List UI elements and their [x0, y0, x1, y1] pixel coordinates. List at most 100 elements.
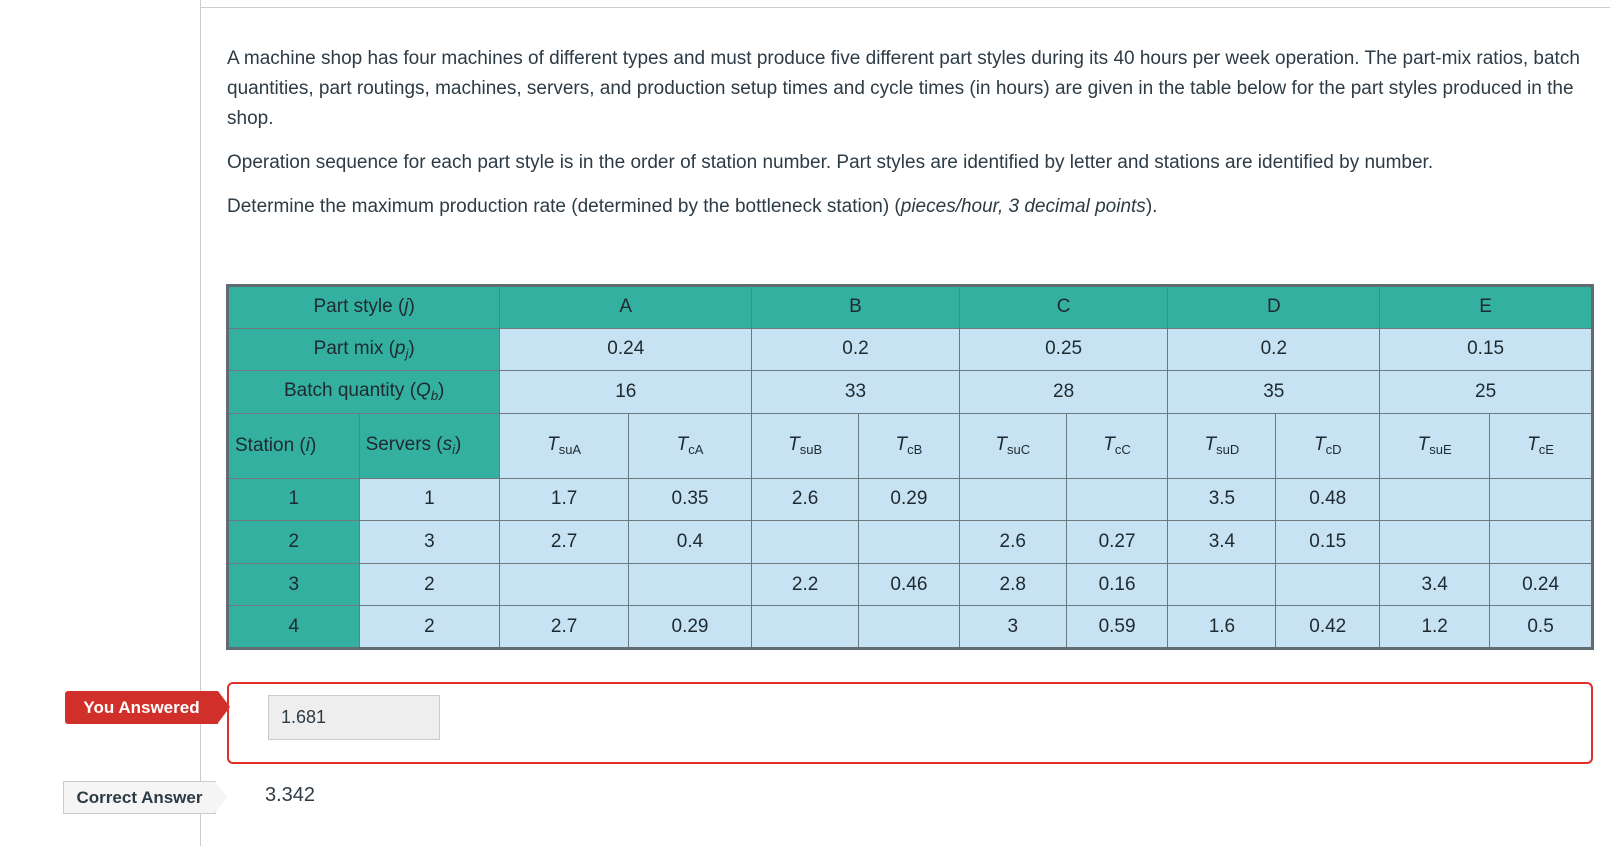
batch-qty-c: 28 — [958, 370, 1169, 414]
correct-answer-value: 3.342 — [265, 784, 316, 806]
server-count: 1 — [358, 477, 501, 522]
question-paragraph-3-tail: ). — [1145, 196, 1158, 217]
col-head-tcd: TcD — [1275, 412, 1381, 479]
question-paragraph-2: Operation sequence for each part style i… — [227, 152, 1434, 173]
part-style-row: Part style (j) A B C D E — [226, 285, 1593, 329]
table-cell: 0.48 — [1275, 477, 1381, 522]
table-cell: 2.7 — [499, 520, 629, 564]
table-cell: 0.16 — [1065, 562, 1169, 607]
table-cell: 0.24 — [1489, 562, 1593, 607]
production-data-table: Part style (j) A B C D E Part mix (pj) 0… — [226, 284, 1594, 650]
batch-qty-b: 33 — [751, 370, 960, 414]
table-cell — [1065, 477, 1169, 522]
station-number: 2 — [227, 520, 360, 564]
correct-answer-label: Correct Answer — [76, 787, 203, 807]
col-head-tsua: TsuA — [499, 412, 629, 479]
table-cell: 0.29 — [858, 477, 960, 522]
table-cell: 2.6 — [958, 520, 1067, 564]
table-cell: 3.4 — [1379, 562, 1491, 607]
table-cell — [1379, 520, 1491, 564]
server-count: 3 — [358, 520, 501, 564]
you-answered-tag: You Answered — [65, 691, 230, 724]
col-head-tsud: TsuD — [1167, 412, 1277, 479]
table-cell: 0.4 — [627, 520, 753, 564]
table-cell — [627, 562, 753, 607]
part-style-label: Part style (j) — [226, 285, 501, 329]
table-cell: 0.15 — [1275, 520, 1381, 564]
style-b-header: B — [751, 285, 960, 329]
question-paragraph-1: A machine shop has four machines of diff… — [227, 48, 1580, 129]
col-head-tcc: TcC — [1065, 412, 1169, 479]
answer-box-incorrect: 1.681 — [227, 682, 1593, 764]
col-head-tsuc: TsuC — [958, 412, 1067, 479]
batch-quantity-label: Batch quantity (Qb) — [226, 370, 501, 414]
table-cell: 0.46 — [858, 562, 960, 607]
batch-qty-d: 35 — [1167, 370, 1381, 414]
table-cell: 2.6 — [751, 477, 860, 522]
table-cell: 0.27 — [1065, 520, 1169, 564]
col-head-tsub: TsuB — [751, 412, 860, 479]
station-number: 4 — [227, 605, 360, 649]
part-mix-d: 0.2 — [1167, 327, 1381, 372]
servers-header: Servers (si) — [358, 412, 501, 479]
part-mix-e: 0.15 — [1379, 327, 1593, 372]
table-cell: 1.2 — [1379, 605, 1491, 649]
style-d-header: D — [1167, 285, 1381, 329]
station-number: 3 — [227, 562, 360, 607]
table-row: 3 2 2.2 0.46 2.8 0.16 3.4 0.24 — [227, 562, 1593, 607]
batch-qty-a: 16 — [499, 370, 753, 414]
style-c-header: C — [958, 285, 1169, 329]
server-count: 2 — [358, 605, 501, 649]
answer-input[interactable]: 1.681 — [268, 695, 440, 740]
part-mix-row: Part mix (pj) 0.24 0.2 0.25 0.2 0.15 — [226, 327, 1593, 372]
table-cell — [499, 562, 629, 607]
question-text: A machine shop has four machines of diff… — [227, 44, 1597, 236]
part-mix-label: Part mix (pj) — [226, 327, 501, 372]
left-divider — [200, 0, 201, 846]
table-row: 4 2 2.7 0.29 3 0.59 1.6 0.42 1.2 0.5 — [227, 605, 1593, 649]
batch-qty-e: 25 — [1379, 370, 1593, 414]
table-cell: 0.29 — [627, 605, 753, 649]
table-cell: 2.7 — [499, 605, 629, 649]
table-cell — [751, 605, 860, 649]
part-mix-b: 0.2 — [751, 327, 960, 372]
table-cell: 2.2 — [751, 562, 860, 607]
table-cell: 2.8 — [958, 562, 1067, 607]
table-cell — [958, 477, 1067, 522]
table-cell: 0.35 — [627, 477, 753, 522]
top-divider — [200, 7, 1610, 8]
correct-answer-tag: Correct Answer — [63, 781, 227, 814]
table-cell: 3.4 — [1167, 520, 1277, 564]
col-head-tce: TcE — [1489, 412, 1593, 479]
server-count: 2 — [358, 562, 501, 607]
question-paragraph-3-lead: Determine the maximum production rate (d… — [227, 196, 901, 217]
table-cell — [1275, 562, 1381, 607]
table-cell — [1489, 520, 1593, 564]
table-row: 1 1 1.7 0.35 2.6 0.29 3.5 0.48 — [227, 477, 1593, 522]
column-header-row: Station (i) Servers (si) TsuA TcA TsuB T… — [227, 412, 1593, 479]
table-cell — [1167, 562, 1277, 607]
table-cell — [858, 520, 960, 564]
col-head-tsue: TsuE — [1379, 412, 1491, 479]
station-number: 1 — [227, 477, 360, 522]
you-answered-label: You Answered — [83, 697, 200, 717]
table-cell — [1379, 477, 1491, 522]
table-cell: 0.42 — [1275, 605, 1381, 649]
table-cell: 1.7 — [499, 477, 629, 522]
question-units-hint: pieces/hour, 3 decimal points — [900, 196, 1146, 217]
col-head-tca: TcA — [627, 412, 753, 479]
table-row: 2 3 2.7 0.4 2.6 0.27 3.4 0.15 — [227, 520, 1593, 564]
table-cell: 3 — [958, 605, 1067, 649]
table-cell: 0.59 — [1065, 605, 1169, 649]
table-cell: 3.5 — [1167, 477, 1277, 522]
question-paragraph-3: Determine the maximum production rate (d… — [227, 192, 1597, 222]
style-e-header: E — [1379, 285, 1593, 329]
part-mix-c: 0.25 — [958, 327, 1169, 372]
part-mix-a: 0.24 — [499, 327, 753, 372]
table-cell — [858, 605, 960, 649]
table-cell — [751, 520, 860, 564]
style-a-header: A — [499, 285, 753, 329]
table-cell — [1489, 477, 1593, 522]
table-cell: 0.5 — [1489, 605, 1593, 649]
table-cell: 1.6 — [1167, 605, 1277, 649]
